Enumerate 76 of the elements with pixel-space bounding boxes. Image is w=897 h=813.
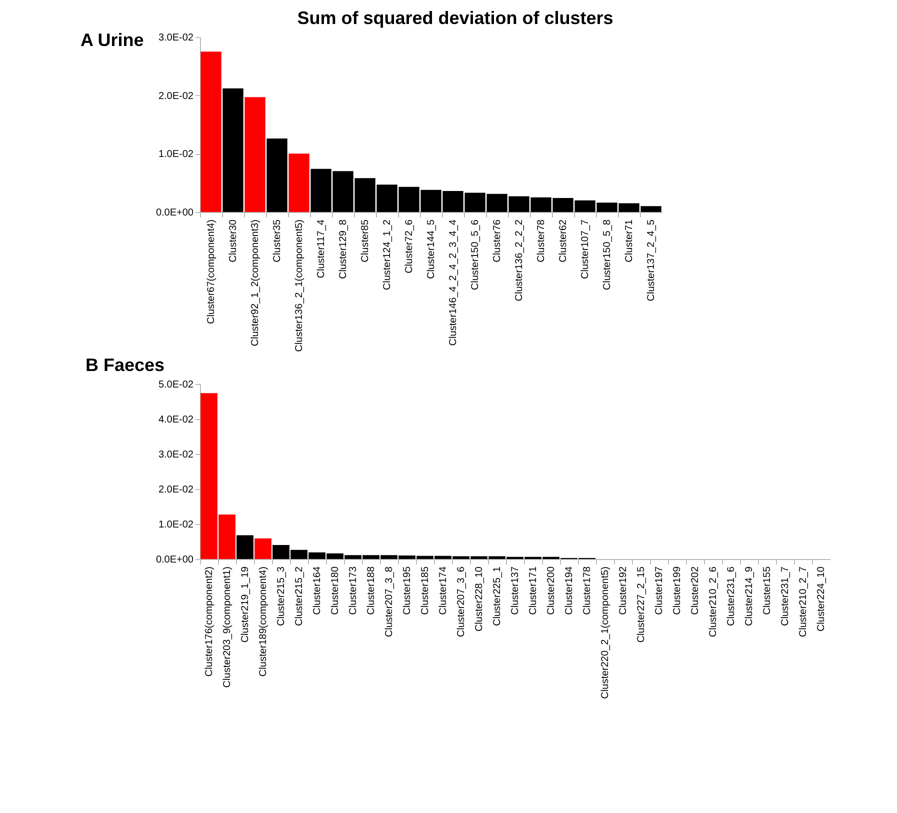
x-tick-label: Cluster30	[228, 219, 239, 262]
x-tick-label: Cluster231_7	[780, 566, 791, 626]
x-tick-label: Cluster78	[536, 219, 547, 262]
x-tick-label: Cluster228_10	[474, 566, 485, 632]
bar	[254, 538, 272, 559]
x-tick-label: Cluster124_1_2	[382, 219, 393, 290]
x-tick-label: Cluster71	[624, 219, 635, 262]
x-tick-label: Cluster137_2_4_5	[646, 219, 657, 302]
x-tick-label: Cluster195	[402, 566, 413, 615]
x-tick-label: Cluster35	[272, 219, 283, 262]
x-tick-label: Cluster180	[330, 566, 341, 615]
chart-title: B Faeces	[85, 355, 165, 375]
x-tick-label: Cluster231_6	[726, 566, 737, 626]
x-tick-label: Cluster200	[546, 566, 557, 615]
bar	[236, 535, 254, 559]
x-tick-label: Cluster107_7	[580, 219, 591, 279]
x-tick-label: Cluster137	[510, 566, 521, 615]
bar	[200, 52, 222, 212]
x-tick-label: Cluster174	[438, 566, 449, 615]
x-tick-label: Cluster136_2_1(component5)	[294, 220, 305, 352]
x-tick-label: Cluster189(component4)	[258, 566, 269, 677]
x-tick-label: Cluster85	[360, 219, 371, 262]
x-tick-label: Cluster197	[654, 566, 665, 615]
x-tick-label: Cluster155	[762, 566, 773, 615]
x-tick-label: Cluster220_2_1(component5)	[600, 566, 611, 699]
x-tick-label: Cluster72_6	[404, 219, 415, 274]
x-tick-label: Cluster92_1_2(component3)	[250, 220, 261, 346]
bar	[266, 138, 288, 212]
y-tick-label: 0.0E+00	[156, 208, 194, 218]
x-tick-label: Cluster207_3_6	[456, 566, 467, 638]
y-tick-label: 1.0E-02	[158, 149, 194, 160]
y-tick-label: 4.0E-02	[158, 414, 194, 426]
x-tick-label: Cluster62	[558, 219, 569, 262]
y-tick-label: 1.0E-02	[158, 520, 194, 530]
y-tick-label: 0.0E+00	[156, 554, 194, 566]
y-tick-label: 5.0E-02	[158, 380, 194, 390]
x-tick-label: Cluster178	[582, 566, 593, 615]
y-tick-label: 3.0E-02	[158, 450, 194, 460]
x-tick-label: Cluster215_2	[294, 566, 305, 626]
x-tick-label: Cluster150_5_6	[470, 219, 481, 290]
x-tick-label: Cluster207_3_8	[384, 566, 395, 638]
x-tick-label: Cluster203_9(component1)	[222, 566, 233, 688]
x-tick-label: Cluster192	[618, 566, 629, 615]
x-tick-label: Cluster227_2_15	[636, 566, 647, 643]
x-tick-label: Cluster144_5	[426, 219, 437, 279]
x-tick-label: Cluster185	[420, 566, 431, 615]
y-tick-label: 2.0E-02	[158, 90, 194, 102]
x-tick-label: Cluster164	[312, 566, 323, 615]
x-tick-label: Cluster210_2_6	[708, 566, 719, 638]
bar	[288, 154, 310, 212]
x-tick-label: Cluster215_3	[276, 566, 287, 626]
x-tick-label: Cluster173	[348, 566, 359, 615]
x-tick-label: Cluster117_4	[316, 219, 327, 278]
x-tick-label: Cluster136_2_2_2	[514, 219, 525, 302]
x-tick-label: Cluster194	[564, 566, 575, 615]
x-tick-label: Cluster199	[672, 566, 683, 615]
x-tick-label: Cluster76	[492, 219, 503, 262]
x-tick-label: Cluster219_1_19	[240, 566, 251, 643]
x-tick-label: Cluster171	[528, 566, 539, 615]
x-tick-label: Cluster67(component4)	[206, 220, 217, 324]
x-tick-label: Cluster214_9	[744, 566, 755, 626]
x-tick-label: Cluster210_2_7	[798, 566, 809, 638]
chart-subtitle: A Urine	[80, 30, 144, 50]
y-tick-label: 3.0E-02	[158, 32, 194, 44]
x-tick-label: Cluster176(component2)	[204, 566, 215, 677]
x-tick-label: Cluster202	[690, 566, 701, 615]
bar	[222, 88, 244, 212]
x-tick-label: Cluster150_5_8	[602, 219, 613, 290]
x-tick-label: Cluster225_1	[492, 566, 503, 626]
x-tick-label: Cluster188	[366, 566, 377, 615]
chart-title: Sum of squared deviation of clusters	[297, 8, 614, 28]
x-tick-label: Cluster129_8	[338, 219, 349, 279]
y-tick-label: 2.0E-02	[158, 484, 194, 496]
x-tick-label: Cluster146_4_2_4_2_3_4_4	[448, 219, 459, 346]
bar	[244, 97, 266, 212]
x-tick-label: Cluster224_10	[816, 566, 827, 632]
